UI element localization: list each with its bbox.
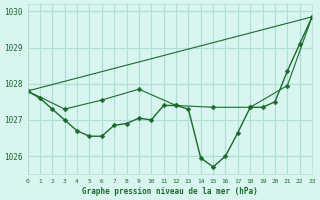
X-axis label: Graphe pression niveau de la mer (hPa): Graphe pression niveau de la mer (hPa) (82, 187, 258, 196)
